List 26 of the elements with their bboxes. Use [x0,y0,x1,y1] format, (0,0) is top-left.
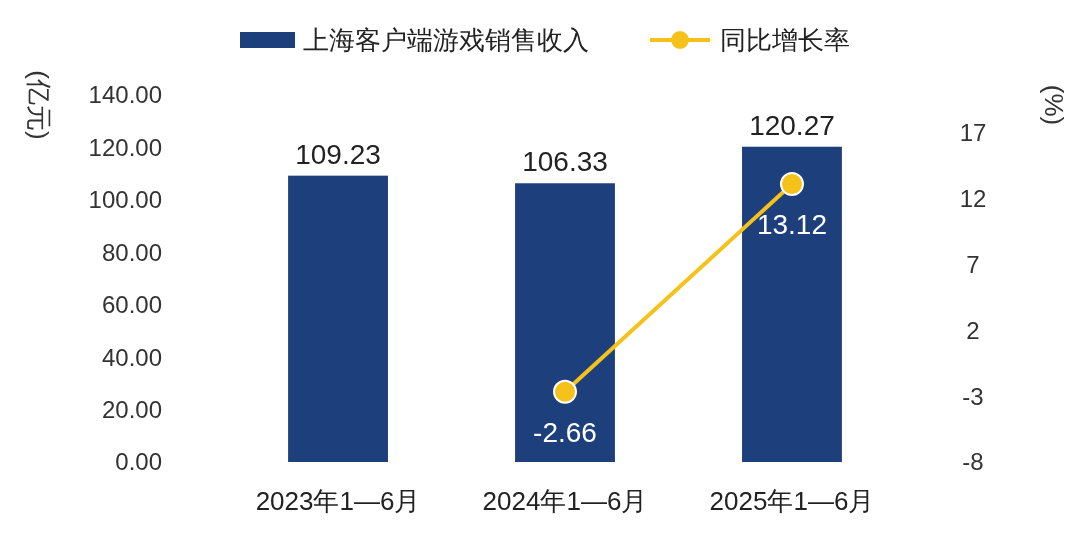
data-label: -2.66 [533,416,597,448]
y-tick-label: 40.00 [101,343,162,371]
legend-label: 同比增长率 [720,25,850,56]
y2-tick-label: 12 [959,185,987,213]
x-tick-label: 2023年1—6月 [255,486,421,516]
x-tick-label: 2024年1—6月 [482,486,648,516]
y-axis-title: (亿元) [24,70,54,140]
x-tick-label: 2025年1—6月 [709,486,875,516]
y2-tick-label: -8 [962,448,984,476]
data-label: 106.33 [522,146,608,178]
y-tick-label: 60.00 [101,291,162,319]
data-label: 109.23 [295,138,381,170]
data-label: 120.27 [749,109,835,141]
y2-tick-label: -3 [962,382,984,410]
y-tick-label: 120.00 [88,133,162,161]
y2-tick-label: 2 [966,316,980,344]
y2-tick-label: 7 [966,251,980,278]
y-tick-label: 140.00 [88,81,162,109]
y2-tick-label: 17 [959,119,987,147]
y-tick-label: 0.00 [115,448,162,476]
legend-label: 上海客户端游戏销售收入 [303,25,589,56]
y-tick-label: 80.00 [101,238,162,266]
y-tick-label: 20.00 [101,395,162,423]
y2-axis-title: (%) [1039,84,1069,126]
y-tick-label: 100.00 [88,186,162,214]
data-label: 13.12 [756,209,828,241]
